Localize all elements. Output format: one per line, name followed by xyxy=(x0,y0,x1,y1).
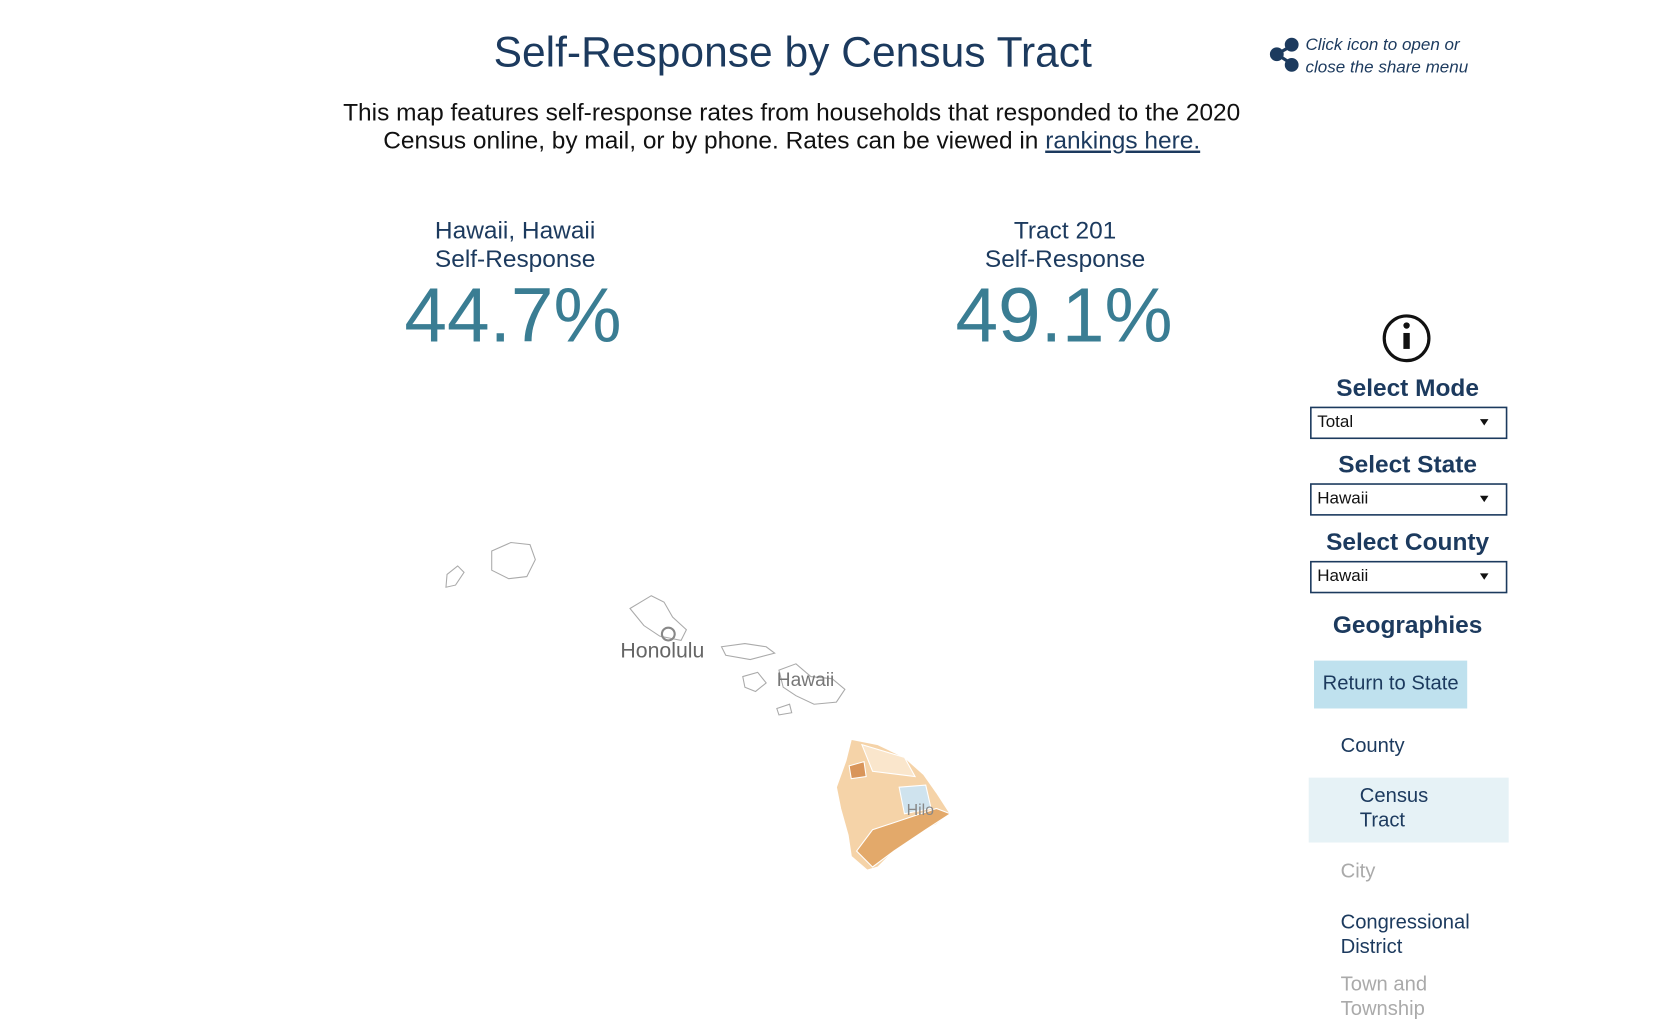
select-label: Select Mode xyxy=(1336,375,1479,402)
dropdown-value[interactable]: Total xyxy=(1317,412,1353,431)
return-button-bg[interactable] xyxy=(1314,660,1468,709)
select-label: Select County xyxy=(1326,529,1489,556)
share-icon[interactable] xyxy=(1269,37,1299,72)
map-label: Honolulu xyxy=(620,639,704,663)
geography-item[interactable]: Township xyxy=(1341,998,1425,1020)
select-label: Select State xyxy=(1338,451,1477,478)
dropdown-arrow[interactable] xyxy=(1479,419,1489,426)
geography-item[interactable]: Tract xyxy=(1360,810,1406,832)
geography-list: County Census Tract City CongressionalDistri… xyxy=(1341,735,1470,1020)
dropdown-arrow[interactable] xyxy=(1479,573,1489,580)
geography-item[interactable]: Congressional xyxy=(1341,912,1470,934)
dropdown-arrow[interactable] xyxy=(1479,495,1489,503)
selected-item-bg xyxy=(1308,777,1509,843)
geography-item[interactable]: County xyxy=(1341,735,1406,757)
title: Self-Response by Census Tract xyxy=(494,29,1092,77)
dropdown-value[interactable]: Hawaii xyxy=(1317,488,1368,507)
share-hint: Click icon to open or xyxy=(1306,35,1461,54)
dropdown[interactable] xyxy=(1310,406,1508,440)
dropdown-value[interactable]: Hawaii xyxy=(1317,566,1368,585)
geography-item[interactable]: City xyxy=(1341,861,1377,883)
geography-item[interactable]: Census xyxy=(1360,785,1429,807)
stat-label: Hawaii, Hawaii xyxy=(435,217,595,244)
stat-label: Tract 201 xyxy=(1014,217,1116,244)
dropdown[interactable] xyxy=(1310,560,1508,594)
info-icon[interactable] xyxy=(1382,314,1431,363)
stat-value: 49.1% xyxy=(955,273,1172,358)
rankings-link[interactable]: rankings here. xyxy=(1045,128,1200,155)
selects: Select Mode Total Select State Hawaii Select… xyxy=(1310,375,1508,594)
geographies-title: Geographies xyxy=(1333,612,1482,639)
map[interactable] xyxy=(445,541,952,871)
intro-text: Census online, by mail, or by phone. Rat… xyxy=(383,128,1200,155)
map-label: Hawaii xyxy=(777,670,834,691)
stat-label: Self-Response xyxy=(435,246,595,273)
return-button[interactable]: Return to State xyxy=(1323,672,1459,694)
dropdown[interactable] xyxy=(1310,483,1508,516)
stat-value: 44.7% xyxy=(404,273,621,358)
intro-text: This map features self-response rates fr… xyxy=(343,99,1240,126)
geography-item[interactable]: Town and xyxy=(1341,973,1427,995)
stat-label: Self-Response xyxy=(985,246,1145,273)
geography-item[interactable]: District xyxy=(1341,936,1403,958)
share-hint: close the share menu xyxy=(1306,58,1469,77)
map-label: Hilo xyxy=(907,802,935,819)
intro-text: Census online, by mail, or by phone. Rat… xyxy=(383,128,1045,155)
